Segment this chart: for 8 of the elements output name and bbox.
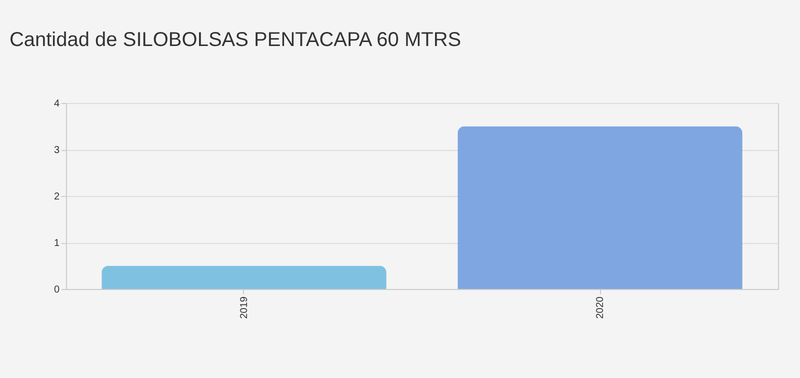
y-tick-label: 4 — [54, 98, 60, 110]
y-tick-label: 3 — [54, 145, 60, 156]
chart-title: Cantidad de SILOBOLSAS PENTACAPA 60 MTRS — [9, 29, 462, 51]
x-tick-label: 2019 — [239, 296, 250, 319]
x-tick-label: 2020 — [595, 296, 606, 319]
y-tick-label: 1 — [54, 238, 60, 249]
y-tick-label: 2 — [54, 192, 60, 202]
y-tick-label: 0 — [54, 284, 60, 296]
